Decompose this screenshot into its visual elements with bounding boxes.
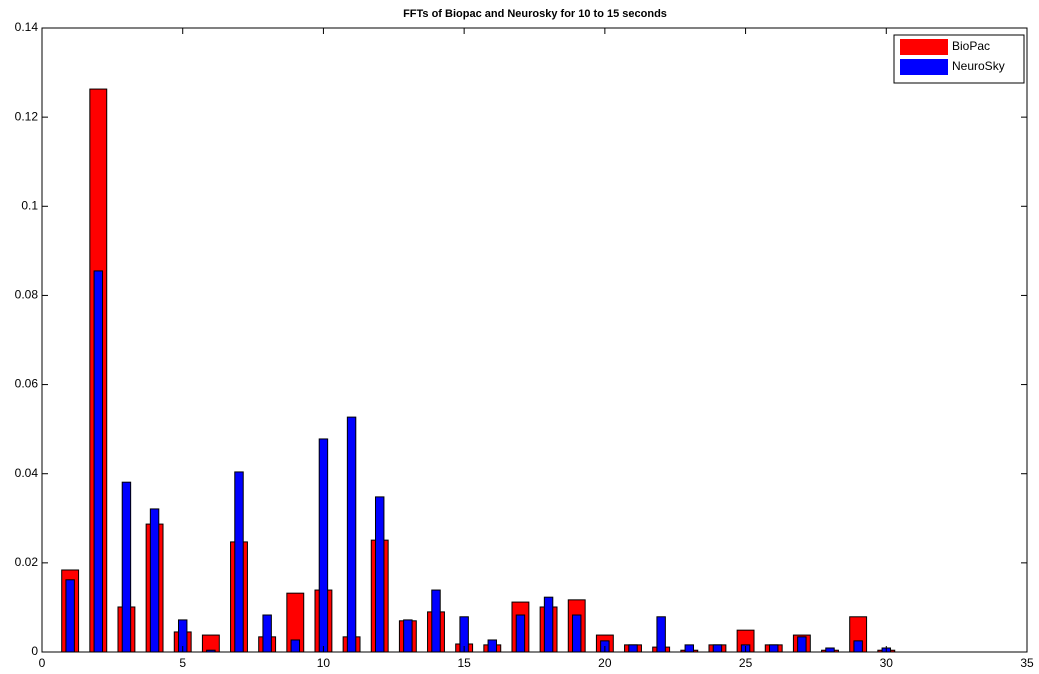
bar — [149, 508, 160, 653]
bar — [487, 639, 498, 653]
bar — [628, 644, 638, 653]
x-tick-label: 25 — [739, 656, 753, 670]
x-tick-label: 35 — [1020, 656, 1034, 670]
bar — [201, 634, 220, 653]
bar — [234, 471, 244, 653]
x-tick-label: 0 — [39, 656, 46, 670]
legend-label: BioPac — [952, 39, 990, 53]
y-tick-label: 0.14 — [15, 20, 39, 34]
x-tick-label: 15 — [457, 656, 471, 670]
y-tick-label: 0.06 — [15, 377, 39, 391]
bar — [431, 589, 441, 653]
bar — [403, 619, 413, 653]
bar — [712, 644, 723, 653]
bar — [825, 647, 835, 653]
bar — [318, 438, 329, 653]
y-tick-label: 0 — [31, 644, 38, 658]
chart-title: FFTs of Biopac and Neurosky for 10 to 15… — [403, 8, 667, 20]
bar — [374, 496, 385, 653]
y-tick-label: 0.12 — [15, 109, 39, 123]
y-tick-label: 0.04 — [15, 466, 39, 480]
legend-swatch — [900, 39, 948, 55]
x-tick-label: 20 — [598, 656, 612, 670]
y-tick-label: 0.02 — [15, 555, 39, 569]
bar — [65, 579, 75, 653]
x-tick-label: 5 — [179, 656, 186, 670]
bar — [346, 416, 357, 653]
bar — [290, 639, 301, 653]
x-tick-label: 10 — [317, 656, 331, 670]
bar — [768, 644, 779, 653]
plot-frame — [41, 27, 1028, 653]
bar — [515, 614, 526, 653]
bar — [262, 614, 272, 653]
bar — [656, 616, 666, 653]
bar — [797, 636, 807, 653]
bar — [684, 644, 695, 653]
bar — [93, 270, 104, 653]
bar — [853, 640, 863, 653]
y-tick-label: 0.1 — [21, 198, 38, 212]
bar — [543, 596, 554, 653]
bar — [121, 481, 132, 653]
y-tick-label: 0.08 — [15, 288, 39, 302]
legend-label: NeuroSky — [952, 59, 1005, 73]
legend-swatch — [900, 59, 948, 75]
bar — [571, 614, 582, 653]
x-tick-label: 30 — [880, 656, 894, 670]
